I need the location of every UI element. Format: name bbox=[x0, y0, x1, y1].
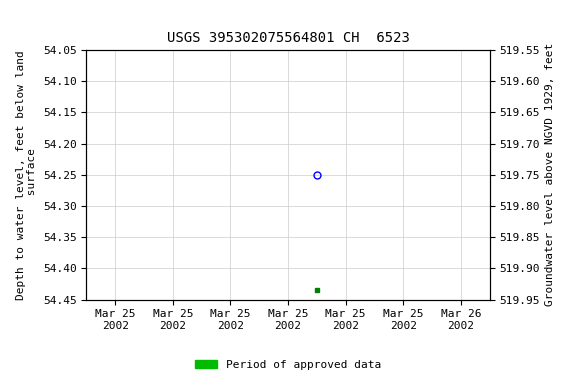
Y-axis label: Depth to water level, feet below land
 surface: Depth to water level, feet below land su… bbox=[16, 50, 37, 300]
Y-axis label: Groundwater level above NGVD 1929, feet: Groundwater level above NGVD 1929, feet bbox=[545, 43, 555, 306]
Legend: Period of approved data: Period of approved data bbox=[191, 356, 385, 375]
Title: USGS 395302075564801 CH  6523: USGS 395302075564801 CH 6523 bbox=[166, 31, 410, 45]
